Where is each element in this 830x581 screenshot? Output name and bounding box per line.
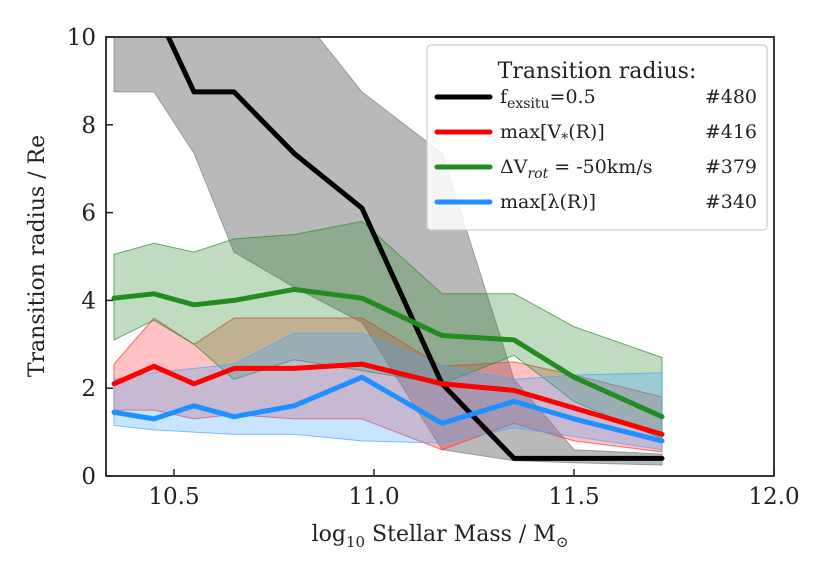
legend-label-sub: * bbox=[561, 131, 568, 147]
legend-count-2: #379 bbox=[705, 156, 757, 178]
y-axis-label: Transition radius / Re bbox=[25, 135, 50, 377]
legend-count-0: #480 bbox=[705, 86, 757, 108]
x-tick-label: 12.0 bbox=[748, 484, 799, 510]
legend-label-2: ΔVrot = -50km/s bbox=[500, 156, 652, 182]
legend-label-main: max[V bbox=[500, 121, 561, 143]
legend-title: Transition radius: bbox=[498, 59, 697, 84]
x-tick-label: 11.5 bbox=[548, 484, 599, 510]
legend-label-sub: rot bbox=[527, 166, 548, 182]
legend-label-rest: =0.5 bbox=[550, 86, 596, 108]
x-axis-label: log10 Stellar Mass / M⊙ bbox=[312, 522, 569, 551]
y-tick-label: 6 bbox=[81, 201, 96, 227]
y-tick-label: 0 bbox=[81, 464, 96, 490]
x-label-text: Stellar Mass / M bbox=[365, 522, 556, 547]
legend-label-3: max[λ(R)] bbox=[500, 191, 596, 213]
legend-label-rest: = -50km/s bbox=[548, 156, 652, 178]
y-tick-label: 4 bbox=[81, 288, 96, 314]
band-series-0 bbox=[113, 37, 663, 466]
x-tick-label: 10.5 bbox=[148, 484, 199, 510]
legend-label-main: f bbox=[500, 86, 509, 108]
line-series-2 bbox=[111, 286, 665, 420]
line-series-0 bbox=[165, 37, 665, 461]
x-tick-label: 11.0 bbox=[348, 484, 399, 510]
band-series-1 bbox=[113, 317, 663, 453]
y-tick-label: 2 bbox=[81, 376, 96, 402]
x-label-sun-sub: ⊙ bbox=[556, 533, 569, 551]
legend-count-3: #340 bbox=[705, 191, 757, 213]
plot-frame bbox=[105, 36, 775, 477]
y-tick-label: 10 bbox=[67, 25, 96, 51]
line-series-1 bbox=[111, 361, 665, 437]
legend-label-sub: exsitu bbox=[507, 96, 550, 112]
x-label-log: log bbox=[312, 522, 346, 547]
legend-label-0: fexsitu=0.5 bbox=[500, 86, 596, 112]
line-series-3 bbox=[111, 374, 665, 444]
legend-label-rest: (R)] bbox=[568, 121, 605, 143]
legend-label-1: max[V*(R)] bbox=[500, 121, 605, 147]
legend-label-main: max[λ(R)] bbox=[500, 191, 596, 213]
legend-box bbox=[426, 44, 768, 231]
y-tick-label: 8 bbox=[81, 113, 96, 139]
x-axis: 10.5 11.0 11.5 12.0 bbox=[148, 469, 800, 510]
legend-count-1: #416 bbox=[705, 121, 757, 143]
legend-label-main: ΔV bbox=[500, 156, 528, 178]
legend: Transition radius: fexsitu=0.5 #480 max[V*… bbox=[426, 44, 768, 231]
x-label-log-sub: 10 bbox=[346, 533, 365, 551]
y-axis: 0 2 4 6 8 10 bbox=[67, 25, 113, 490]
series-lines bbox=[111, 37, 665, 461]
